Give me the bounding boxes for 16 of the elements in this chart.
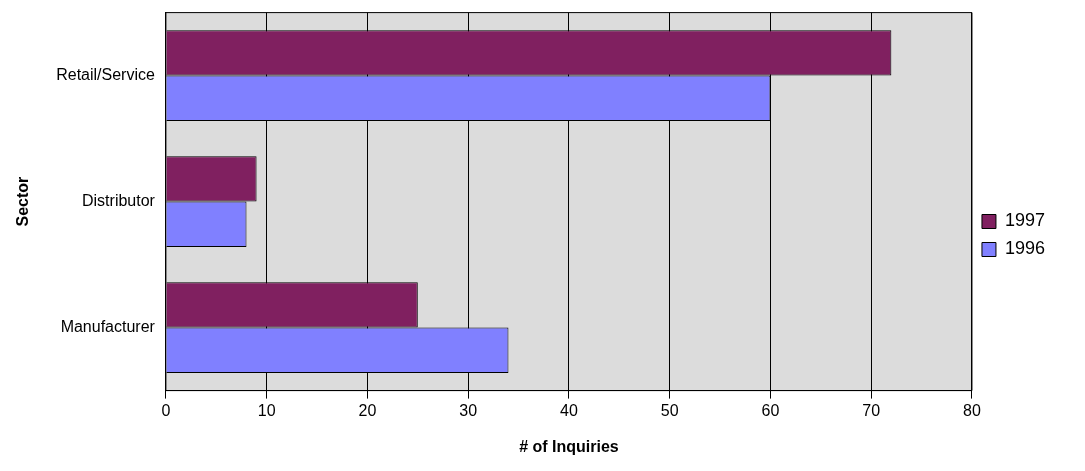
y-tick-label: Retail/Service — [56, 66, 155, 84]
legend-label: 1996 — [1004, 238, 1045, 259]
x-tick-label: 80 — [963, 401, 981, 419]
x-tick-label: 20 — [358, 401, 377, 419]
y-tick-label: Manufacturer — [60, 318, 156, 336]
x-tick-label: 10 — [257, 401, 276, 419]
x-axis-title: # of Inquiries — [519, 437, 619, 455]
x-tick-label: 40 — [560, 401, 578, 419]
x-tick-label: 0 — [161, 401, 171, 419]
x-tick-label: 60 — [761, 401, 780, 419]
x-tick-label: 70 — [862, 401, 881, 419]
x-tick-label: 30 — [459, 401, 478, 419]
y-axis-title: Sector — [14, 176, 32, 227]
x-tick-label: 50 — [660, 401, 679, 419]
legend-label: 1997 — [1004, 210, 1045, 231]
y-tick-label: Distributor — [82, 192, 156, 210]
